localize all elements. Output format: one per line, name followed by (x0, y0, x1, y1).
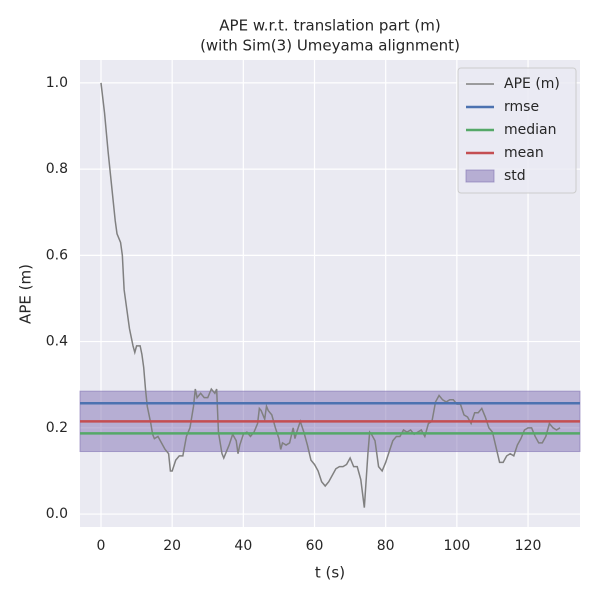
legend-label: std (504, 168, 526, 184)
legend-box (457, 67, 577, 194)
legend-label: rmse (504, 99, 539, 115)
x-tick-label: 80 (377, 538, 395, 554)
legend-label: APE (m) (504, 76, 560, 92)
y-tick-label: 1.0 (46, 75, 68, 91)
x-axis-label: t (s) (315, 564, 345, 582)
x-tick-label: 60 (306, 538, 324, 554)
chart-title: APE w.r.t. translation part (m) (219, 17, 440, 35)
x-tick-label: 0 (97, 538, 106, 554)
legend-label: mean (504, 145, 544, 161)
x-tick-label: 120 (515, 538, 542, 554)
y-tick-label: 0.4 (46, 334, 68, 350)
y-tick-label: 0.8 (46, 161, 68, 177)
x-tick-label: 20 (163, 538, 181, 554)
y-tick-label: 0.0 (46, 506, 68, 522)
x-tick-label: 40 (234, 538, 252, 554)
chart-subtitle: (with Sim(3) Umeyama alignment) (200, 37, 460, 55)
legend-label: median (504, 122, 556, 138)
legend-swatch (465, 169, 495, 183)
y-tick-label: 0.6 (46, 247, 68, 263)
y-axis-label: APE (m) (17, 264, 35, 324)
x-tick-label: 100 (444, 538, 471, 554)
y-tick-label: 0.2 (46, 420, 68, 436)
ape-line (100, 82, 561, 508)
